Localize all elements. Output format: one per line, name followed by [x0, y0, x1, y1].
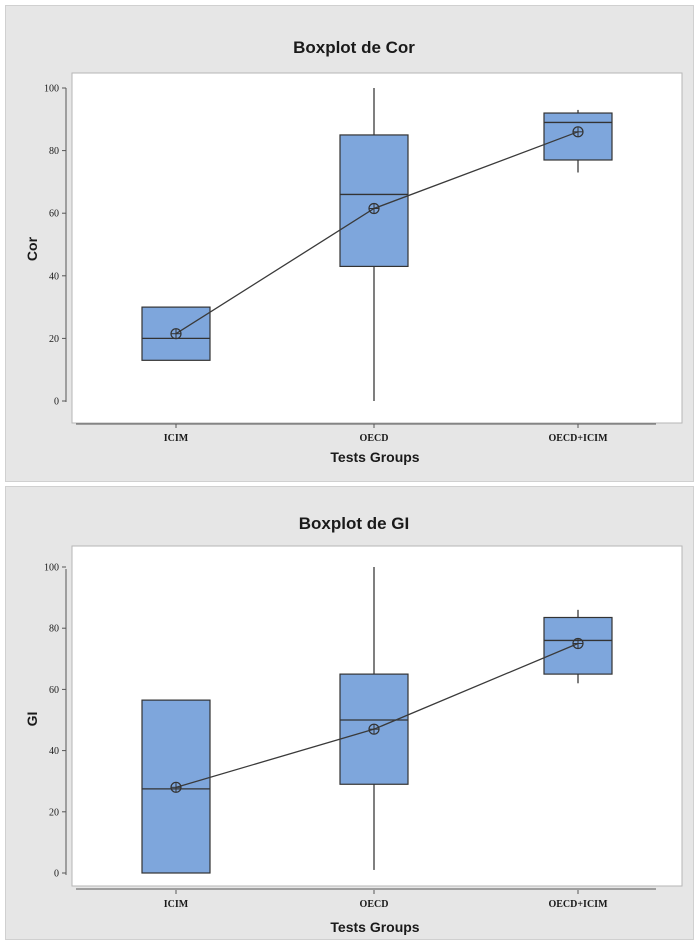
- y-tick-label: 60: [49, 685, 59, 696]
- mean-marker: [170, 328, 182, 340]
- y-tick-label: 60: [49, 209, 59, 220]
- boxplot-cor-panel: Boxplot de Cor Cor Tests Groups 0 20 40 60 8…: [5, 5, 694, 482]
- boxplot-gi-chart: Boxplot de GI GI Tests Groups 0 20 40 60 80 1…: [24, 514, 683, 935]
- y-tick-label: 40: [49, 746, 59, 757]
- y-axis-label: GI: [24, 712, 40, 727]
- y-tick-label: 20: [49, 807, 59, 818]
- x-tick-label: ICIM: [164, 899, 189, 910]
- chart-title: Boxplot de Cor: [293, 38, 415, 57]
- mean-marker: [368, 723, 380, 735]
- boxplot-cor-chart: Boxplot de Cor Cor Tests Groups 0 20 40 60 8…: [24, 38, 683, 465]
- x-tick-label: OECD: [360, 899, 389, 910]
- y-tick-label: 20: [49, 334, 59, 345]
- x-tick-label: ICIM: [164, 433, 189, 444]
- y-tick-label: 0: [54, 869, 59, 880]
- y-tick-label: 0: [54, 397, 59, 408]
- y-tick-label: 40: [49, 271, 59, 282]
- x-tick-label: OECD: [360, 433, 389, 444]
- mean-marker: [572, 637, 584, 650]
- box-iqr: [339, 134, 409, 268]
- mean-marker: [572, 126, 584, 138]
- x-axis-label: Tests Groups: [330, 449, 419, 465]
- mean-marker: [368, 202, 380, 215]
- y-tick-label: 100: [44, 84, 59, 95]
- y-tick-label: 80: [49, 624, 59, 635]
- x-axis-label: Tests Groups: [330, 919, 419, 935]
- mean-marker: [170, 781, 182, 793]
- boxplot-gi-panel: Boxplot de GI GI Tests Groups 0 20 40 60 80 1…: [5, 486, 694, 940]
- x-tick-label: OECD+ICIM: [548, 433, 608, 444]
- y-tick-label: 80: [49, 146, 59, 157]
- x-tick-label: OECD+ICIM: [548, 899, 608, 910]
- chart-title: Boxplot de GI: [299, 514, 410, 533]
- y-tick-label: 100: [44, 563, 59, 574]
- y-axis-label: Cor: [24, 236, 40, 261]
